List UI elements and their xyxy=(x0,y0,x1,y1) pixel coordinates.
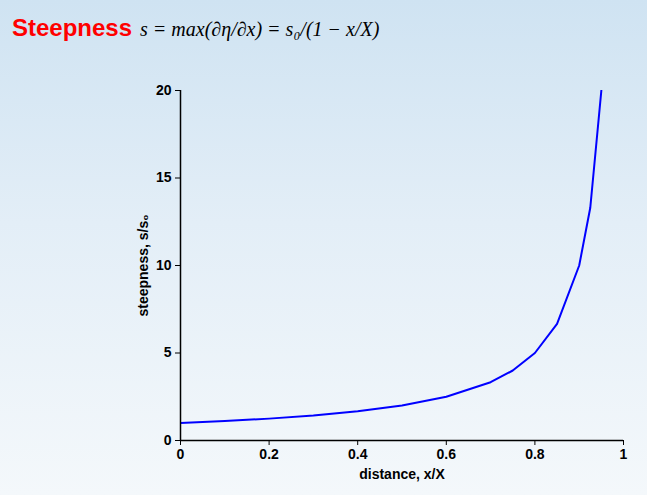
svg-text:distance, x/X: distance, x/X xyxy=(359,466,445,482)
svg-text:0: 0 xyxy=(164,432,172,448)
html-text:Steepness s = max(∂η/∂x) = s₀/: Steepness s = max(∂η/∂x) = s₀/(1 − x/X) xyxy=(12,14,380,41)
svg-text:steepness, s/s₀: steepness, s/s₀ xyxy=(135,214,151,316)
svg-text:10: 10 xyxy=(156,257,172,273)
svg-text:0.2: 0.2 xyxy=(259,446,279,462)
svg-text:5: 5 xyxy=(164,344,172,360)
svg-text:0.6: 0.6 xyxy=(437,446,457,462)
svg-text:0.8: 0.8 xyxy=(525,446,545,462)
svg-text:0.4: 0.4 xyxy=(348,446,368,462)
svg-text:0: 0 xyxy=(177,446,185,462)
svg-text:1: 1 xyxy=(620,446,628,462)
svg-text:15: 15 xyxy=(156,169,172,185)
svg-text:20: 20 xyxy=(156,82,172,98)
